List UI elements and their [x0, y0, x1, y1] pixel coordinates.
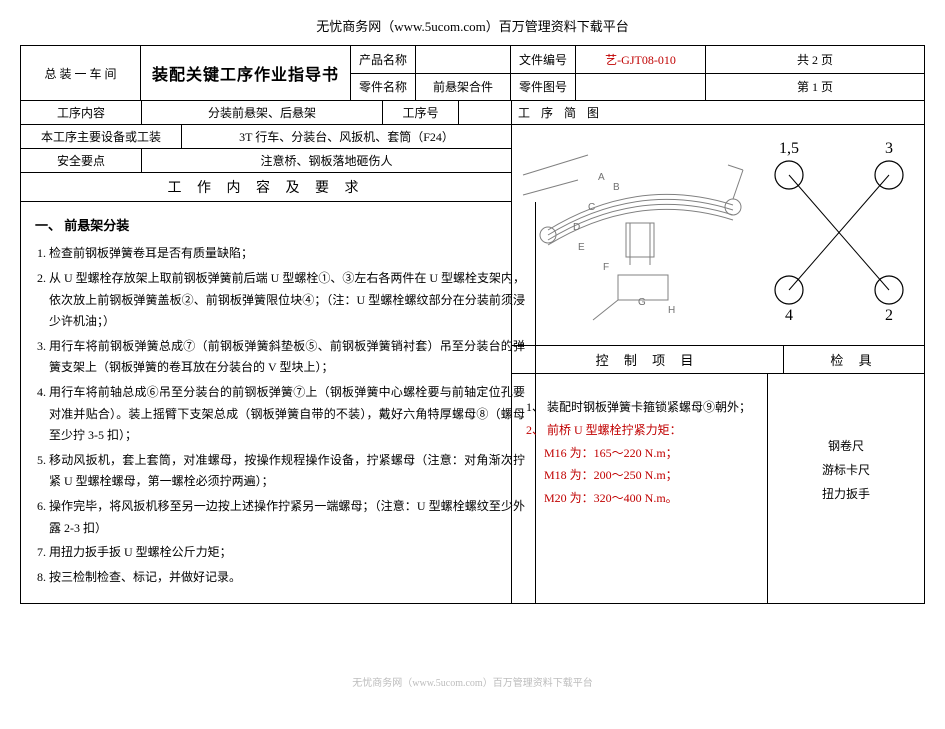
product-name	[416, 46, 511, 73]
inspect-title: 检 具	[784, 346, 924, 373]
torque-spec: M18 为：200～250 N.m；	[526, 464, 757, 487]
proc-content: 分装前悬架、后悬架	[142, 101, 383, 124]
part-label: 零件名称	[351, 74, 416, 101]
control-item-1: 1、 装配时钢板弹簧卡箍锁紧螺母⑨朝外；	[526, 396, 757, 419]
body-area: 工序内容 分装前悬架、后悬架 工序号 本工序主要设备或工装 3T 行车、分装台、…	[21, 101, 924, 603]
torque-spec: M16 为：165～220 N.m；	[526, 442, 757, 465]
svg-text:B: B	[613, 182, 620, 193]
svg-text:F: F	[603, 262, 609, 273]
equip-label: 本工序主要设备或工装	[21, 125, 182, 148]
doc-no: 艺-GJT08-010	[576, 46, 706, 73]
inspect-tools: 钢卷尺游标卡尺扭力扳手	[768, 374, 924, 603]
proc-content-label: 工序内容	[21, 101, 142, 124]
torque-sequence-diagram: 1,5 3 4 2	[754, 125, 924, 345]
svg-text:A: A	[598, 172, 605, 183]
inspect-tool: 扭力扳手	[776, 482, 916, 506]
work-item: 用行车将前钢板弹簧总成⑦（前钢板弹簧斜垫板⑤、前钢板弹簧销衬套）吊至分装台的弹簧…	[49, 336, 525, 379]
inspect-tool: 游标卡尺	[776, 458, 916, 482]
doc-title: 装配关键工序作业指导书	[141, 46, 351, 100]
safety-label: 安全要点	[21, 149, 142, 172]
work-item: 按三检制检查、标记，并做好记录。	[49, 567, 525, 589]
control-items: 1、 装配时钢板弹簧卡箍锁紧螺母⑨朝外； 2、 前桥 U 型螺栓拧紧力矩： M1…	[512, 374, 768, 603]
svg-text:D: D	[573, 222, 580, 233]
safety-value: 注意桥、钢板落地砸伤人	[142, 149, 511, 172]
svg-text:H: H	[668, 305, 675, 316]
right-column: 工 序 简 图 AB CDE F G H 1,5 3 4 2 控 制 项 目 检 具	[512, 101, 924, 603]
work-item: 操作完毕，将风扳机移至另一边按上述操作拧紧另一端螺母；（注意：U 型螺栓螺纹至少…	[49, 496, 525, 539]
header-row: 总 装 一 车 间 装配关键工序作业指导书 产品名称 文件编号 艺-GJT08-…	[21, 46, 924, 101]
work-instructions: 一、 前悬架分装 检查前钢板弹簧卷耳是否有质量缺陷； 从 U 型螺栓存放架上取前钢…	[21, 202, 536, 603]
work-item: 用扭力扳手扳 U 型螺栓公斤力矩；	[49, 542, 525, 564]
work-list: 检查前钢板弹簧卷耳是否有质量缺陷； 从 U 型螺栓存放架上取前钢板弹簧前后端 U …	[35, 243, 525, 588]
inspect-tool: 钢卷尺	[776, 434, 916, 458]
footer-note: 无忧商务网（www.5ucom.com）百万管理资料下载平台	[20, 674, 925, 689]
control-header: 控 制 项 目 检 具	[512, 346, 924, 374]
work-instruction-sheet: 总 装 一 车 间 装配关键工序作业指导书 产品名称 文件编号 艺-GJT08-…	[20, 45, 925, 604]
control-body: 1、 装配时钢板弹簧卡箍锁紧螺母⑨朝外； 2、 前桥 U 型螺栓拧紧力矩： M1…	[512, 374, 924, 603]
svg-text:C: C	[588, 202, 595, 213]
proc-seq	[459, 101, 511, 124]
part-no	[576, 74, 706, 101]
svg-text:E: E	[578, 242, 585, 253]
product-label: 产品名称	[351, 46, 416, 73]
diagram-title: 工 序 简 图	[512, 101, 924, 125]
work-item: 用行车将前轴总成⑥吊至分装台的前钢板弹簧⑦上（钢板弹簧中心螺栓要与前轴定位孔要对…	[49, 382, 525, 447]
work-item: 移动风扳机，套上套筒，对准螺母，按操作规程操作设备，拧紧螺母（注意：对角渐次拧紧…	[49, 450, 525, 493]
svg-text:2: 2	[885, 307, 893, 324]
equip-value: 3T 行车、分装台、风扳机、套筒（F24）	[182, 125, 511, 148]
work-item: 检查前钢板弹簧卷耳是否有质量缺陷；	[49, 243, 525, 265]
left-column: 工序内容 分装前悬架、后悬架 工序号 本工序主要设备或工装 3T 行车、分装台、…	[21, 101, 512, 603]
torque-spec: M20 为：320～400 N.m。	[526, 487, 757, 510]
leaf-spring-diagram: AB CDE F G H	[512, 125, 754, 345]
svg-text:G: G	[638, 297, 646, 308]
svg-text:1,5: 1,5	[779, 140, 799, 157]
pages-total: 共 2 页	[706, 46, 924, 73]
department-cell: 总 装 一 车 间	[21, 46, 141, 100]
proc-seq-label: 工序号	[383, 101, 459, 124]
svg-text:4: 4	[785, 307, 793, 324]
work-section-title: 工 作 内 容 及 要 求	[21, 173, 511, 202]
svg-text:3: 3	[885, 140, 893, 157]
part-no-label: 零件图号	[511, 74, 576, 101]
page-now: 第 1 页	[706, 74, 924, 101]
work-subtitle: 一、 前悬架分装	[35, 214, 525, 237]
control-title: 控 制 项 目	[512, 346, 784, 373]
doc-no-label: 文件编号	[511, 46, 576, 73]
site-header: 无忧商务网（www.5ucom.com）百万管理资料下载平台	[20, 16, 925, 35]
diagram-box: AB CDE F G H 1,5 3 4 2	[512, 125, 924, 346]
work-item: 从 U 型螺栓存放架上取前钢板弹簧前后端 U 型螺栓①、③左右各两件在 U 型螺…	[49, 268, 525, 333]
control-item-2-title: 2、 前桥 U 型螺栓拧紧力矩：	[526, 419, 757, 442]
part-name: 前悬架合件	[416, 74, 511, 101]
